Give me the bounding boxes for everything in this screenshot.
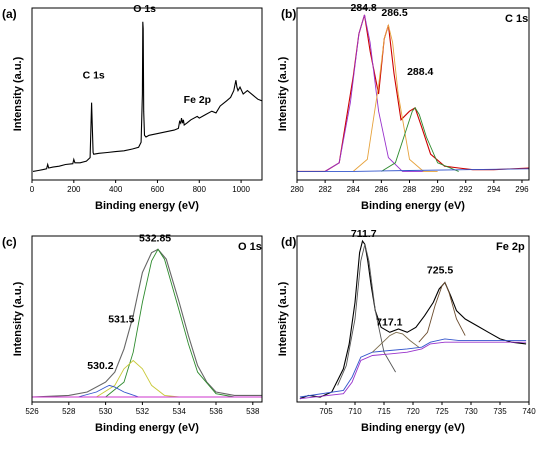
series-line-2 <box>96 359 180 398</box>
peak-label: 530.2 <box>87 360 113 372</box>
series-line-2 <box>299 341 527 400</box>
x-tick-label: 715 <box>377 407 391 416</box>
series-line-3 <box>77 384 139 398</box>
x-tick-label: 290 <box>431 185 445 194</box>
spectrum-tag: Fe 2p <box>496 241 525 253</box>
x-tick-label: 284 <box>347 185 361 194</box>
peak-label: 725.5 <box>427 265 453 277</box>
peak-label: 284.8 <box>350 2 376 14</box>
x-tick-label: 288 <box>403 185 417 194</box>
x-tick-label: 1000 <box>232 185 250 194</box>
x-tick-label: 532 <box>136 407 150 416</box>
peak-label: Fe 2p <box>184 94 211 106</box>
x-tick-label: 282 <box>318 185 332 194</box>
x-tick-label: 725 <box>435 407 449 416</box>
series-line-3 <box>381 107 459 172</box>
x-tick-label: 296 <box>515 185 529 194</box>
peak-label: 288.4 <box>407 66 433 78</box>
y-axis-label: Intensity (a.u.) <box>277 56 289 131</box>
series-line-5 <box>418 281 466 343</box>
x-axis-label: Binding energy (eV) <box>95 200 199 212</box>
x-tick-label: 730 <box>464 407 478 416</box>
panel-2: 526 528 530 532 534 536 538 Binding energy (eV)… <box>2 232 263 434</box>
x-tick-label: 735 <box>493 407 507 416</box>
panel-3: 705 710 715 720 725 730 735 740 Binding energy (… <box>277 228 536 434</box>
peak-label: 717.1 <box>376 317 402 329</box>
x-tick-label: 705 <box>319 407 333 416</box>
peak-label: C 1s <box>83 70 105 82</box>
x-tick-label: 534 <box>173 407 187 416</box>
x-tick-label: 200 <box>67 185 81 194</box>
x-tick-label: 538 <box>246 407 260 416</box>
series-line-1 <box>324 14 424 172</box>
panel-0: 0 200 400 600 800 1000 Binding energy (eV) Inte… <box>2 3 263 212</box>
panel-label: (d) <box>281 235 296 249</box>
series-line-0 <box>299 239 527 400</box>
x-tick-label: 400 <box>109 185 123 194</box>
series-line-1 <box>337 244 396 386</box>
x-axis-label: Binding energy (eV) <box>361 422 465 434</box>
peak-label: 286.5 <box>381 7 407 19</box>
panel-1: 280 282 284 286 288 290 292 294 296 Binding energ… <box>277 2 530 212</box>
series-line-2 <box>352 23 438 172</box>
y-axis-label: Intensity (a.u.) <box>277 281 289 356</box>
x-tick-label: 710 <box>348 407 362 416</box>
spectrum-tag: O 1s <box>238 241 262 253</box>
x-tick-label: 536 <box>209 407 223 416</box>
series-line-4 <box>372 331 420 353</box>
x-tick-label: 280 <box>290 185 304 194</box>
x-tick-label: 526 <box>25 407 39 416</box>
x-tick-label: 0 <box>30 185 35 194</box>
y-axis-label: Intensity (a.u.) <box>12 281 24 356</box>
series-line-1 <box>105 248 235 398</box>
series-line-3 <box>299 338 527 398</box>
series-line-0 <box>297 14 529 172</box>
peak-label: 531.5 <box>108 313 134 325</box>
plot-frame <box>296 235 530 403</box>
series-line-4 <box>297 168 529 172</box>
series-line-0 <box>32 248 262 398</box>
x-axis-label: Binding energy (eV) <box>95 422 199 434</box>
x-tick-label: 528 <box>62 407 76 416</box>
spectrum-tag: C 1s <box>505 13 528 25</box>
peak-label: 532.85 <box>139 232 171 244</box>
x-tick-label: 720 <box>406 407 420 416</box>
x-tick-label: 294 <box>487 185 501 194</box>
peak-label: 711.7 <box>351 228 377 240</box>
panel-label: (c) <box>2 235 17 249</box>
x-tick-label: 740 <box>522 407 536 416</box>
y-axis-label: Intensity (a.u.) <box>12 56 24 131</box>
plot-frame <box>31 7 263 181</box>
series-line-0 <box>32 21 262 172</box>
x-tick-label: 292 <box>459 185 473 194</box>
panel-label: (a) <box>2 7 17 21</box>
x-tick-label: 800 <box>193 185 207 194</box>
x-axis-label: Binding energy (eV) <box>361 200 465 212</box>
x-tick-label: 530 <box>99 407 113 416</box>
x-tick-label: 286 <box>375 185 389 194</box>
x-tick-label: 600 <box>151 185 165 194</box>
panel-label: (b) <box>281 7 296 21</box>
plot-frame <box>296 7 530 181</box>
peak-label: O 1s <box>133 3 156 15</box>
plot-frame <box>31 235 263 403</box>
